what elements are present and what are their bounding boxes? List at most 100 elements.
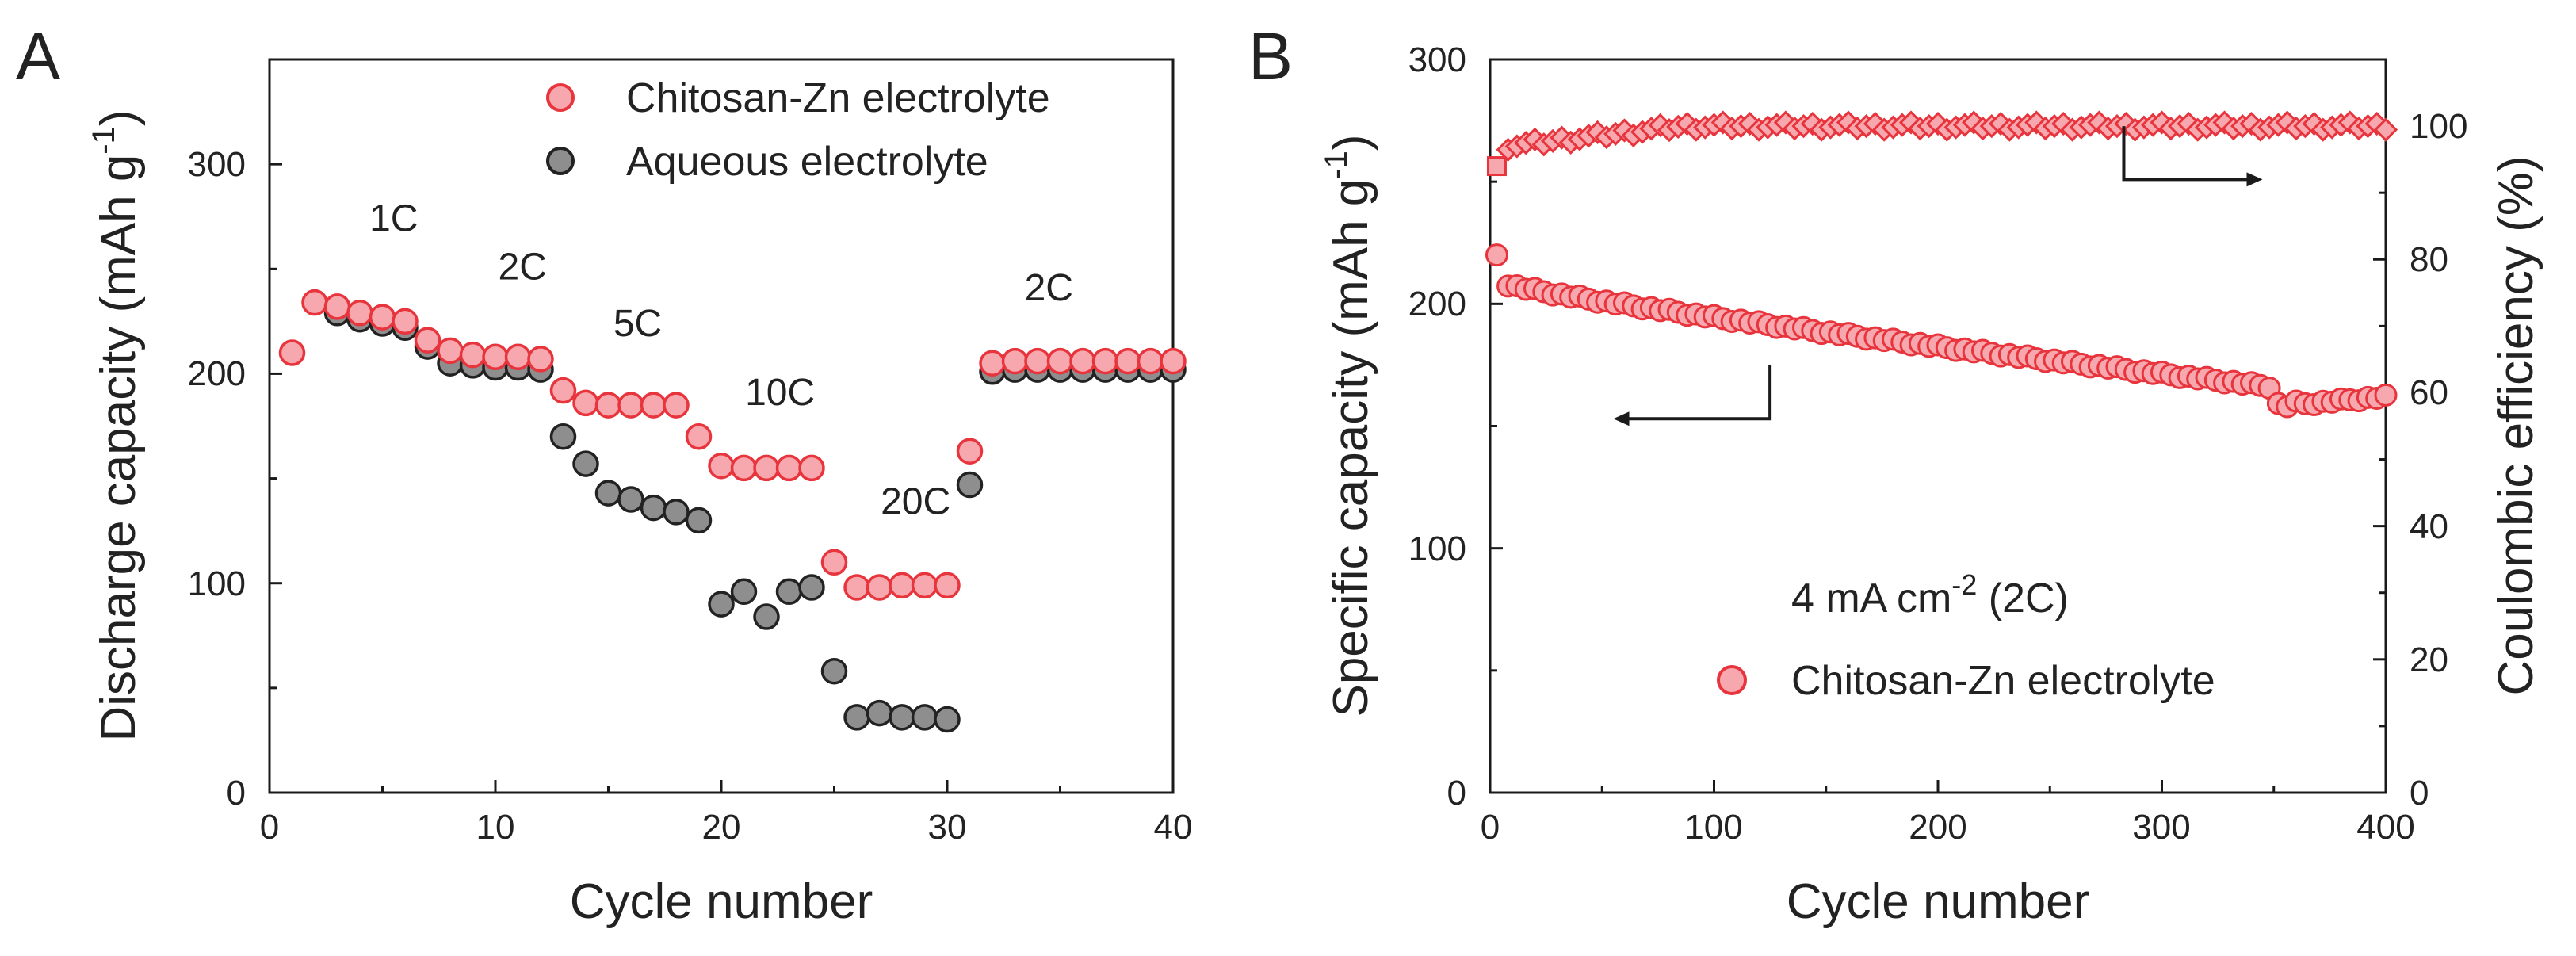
data-point-chitosan: [1069, 347, 1096, 375]
data-point-chitosan: [437, 337, 464, 365]
x-tick-label: 300: [2132, 808, 2190, 847]
rate-annotation: 20C: [881, 481, 950, 523]
data-point-aqueous: [798, 574, 825, 601]
data-point-aqueous: [956, 471, 984, 499]
y-axis-label-b: Specific capacity (mAh g-1): [1319, 134, 1378, 717]
y2-tick-label: 80: [2410, 240, 2448, 279]
data-point-chitosan: [820, 549, 848, 576]
data-point-chitosan: [1160, 347, 1187, 375]
data-point-aqueous: [663, 499, 690, 526]
data-point-aqueous: [843, 704, 870, 731]
data-point-chitosan: [392, 308, 419, 335]
y-axis-label-a: Discharge capacity (mAh g-1): [86, 109, 146, 741]
legend-label-chitosan-b: Chitosan-Zn electrolyte: [1791, 658, 2215, 704]
legend-b: Chitosan-Zn electrolyte: [1717, 658, 2215, 704]
x-tick-label: 30: [928, 808, 967, 847]
rate-annotation: 5C: [613, 303, 662, 345]
data-point-chitosan: [889, 572, 915, 599]
data-point-chitosan: [775, 454, 803, 482]
data-point-aqueous: [617, 486, 644, 513]
x-tick-label: 400: [2356, 808, 2414, 847]
data-point-ce-first: [1486, 156, 1507, 177]
data-point-capacity: [1485, 243, 1508, 267]
data-point-aqueous: [640, 494, 667, 522]
y-tick-label: 0: [1447, 774, 1466, 813]
data-point-chitosan: [1001, 347, 1029, 375]
arrow-head: [2246, 172, 2263, 187]
x-tick-label: 100: [1684, 808, 1742, 847]
data-point-chitosan: [301, 289, 328, 316]
data-point-aqueous: [730, 578, 758, 606]
legend-label-aqueous: Aqueous electrolyte: [626, 139, 988, 185]
y2-tick-label: 20: [2410, 641, 2448, 679]
data-points-a: [278, 289, 1187, 733]
y-tick-label: 0: [227, 774, 246, 813]
data-points-b: [1485, 110, 2398, 419]
y-tick-label: 100: [1408, 530, 1466, 568]
arrow-head: [1613, 411, 1630, 426]
legend-a: Chitosan-Zn electrolyte Aqueous electrol…: [546, 75, 1050, 185]
y2-tick-label: 0: [2410, 774, 2429, 813]
data-point-aqueous: [594, 480, 622, 507]
x-tick-label: 20: [702, 808, 741, 847]
rate-annotation: 2C: [1025, 267, 1073, 309]
data-point-chitosan: [798, 454, 825, 482]
data-point-chitosan: [323, 293, 351, 320]
data-point-aqueous: [866, 699, 893, 727]
legend-marker-chitosan: [546, 83, 575, 112]
x-tick-label: 200: [1909, 808, 1966, 847]
data-point-chitosan: [594, 392, 622, 419]
panel-label-b: B: [1248, 19, 1293, 94]
y-tick-label: 200: [1408, 285, 1466, 323]
data-point-chitosan: [369, 304, 396, 331]
rate-annotation: 10C: [745, 372, 815, 414]
y-tick-label: 300: [1408, 40, 1466, 79]
arrow-line: [1624, 365, 1772, 421]
data-point-chitosan: [1024, 347, 1051, 375]
x-tick-label: 40: [1154, 808, 1193, 847]
data-point-aqueous: [708, 591, 735, 618]
data-point-chitosan: [934, 572, 961, 599]
data-point-chitosan: [482, 343, 509, 371]
data-point-chitosan: [753, 454, 780, 482]
axis-arrows-b: [1613, 126, 2263, 426]
data-point-chitosan: [663, 392, 690, 419]
data-point-aqueous: [889, 704, 915, 731]
data-point-chitosan: [730, 454, 758, 482]
data-point-aqueous: [549, 423, 577, 450]
x-tick-label: 10: [476, 808, 515, 847]
y2-tick-label: 40: [2410, 507, 2448, 546]
data-point-capacity: [2374, 383, 2398, 407]
panel-label-a: A: [16, 19, 60, 94]
data-point-chitosan: [1137, 347, 1164, 375]
legend-label-chitosan: Chitosan-Zn electrolyte: [626, 75, 1050, 121]
data-point-chitosan: [1091, 347, 1119, 375]
panel-b: B 0 100 200 300 400 0 100 200 300 0 20 4…: [1248, 19, 2544, 929]
data-point-aqueous: [775, 578, 803, 606]
data-point-chitosan: [1114, 347, 1141, 375]
rate-annotation: 2C: [499, 247, 547, 289]
y-tick-label: 200: [188, 354, 246, 393]
data-point-chitosan: [911, 572, 938, 599]
data-point-chitosan: [617, 392, 644, 419]
rate-annotation: 1C: [369, 198, 418, 240]
data-point-ce: [2373, 117, 2398, 142]
tick-marks-a: [268, 163, 1175, 794]
data-point-chitosan: [708, 452, 735, 480]
data-point-chitosan: [278, 339, 306, 366]
data-point-aqueous: [911, 704, 938, 731]
data-point-chitosan: [572, 389, 599, 417]
data-point-chitosan: [866, 574, 893, 601]
x-tick-label: 0: [260, 808, 279, 847]
x-axis-label-b: Cycle number: [1787, 874, 2089, 929]
data-point-chitosan: [979, 350, 1006, 377]
y2-tick-label: 60: [2410, 373, 2448, 412]
data-point-chitosan: [685, 423, 713, 450]
data-point-chitosan: [549, 377, 577, 404]
data-point-chitosan: [459, 341, 487, 369]
arrow-line: [2122, 126, 2252, 182]
legend-marker-chitosan-b: [1717, 665, 1747, 695]
y-tick-label: 100: [188, 564, 246, 603]
data-point-chitosan: [504, 343, 532, 371]
